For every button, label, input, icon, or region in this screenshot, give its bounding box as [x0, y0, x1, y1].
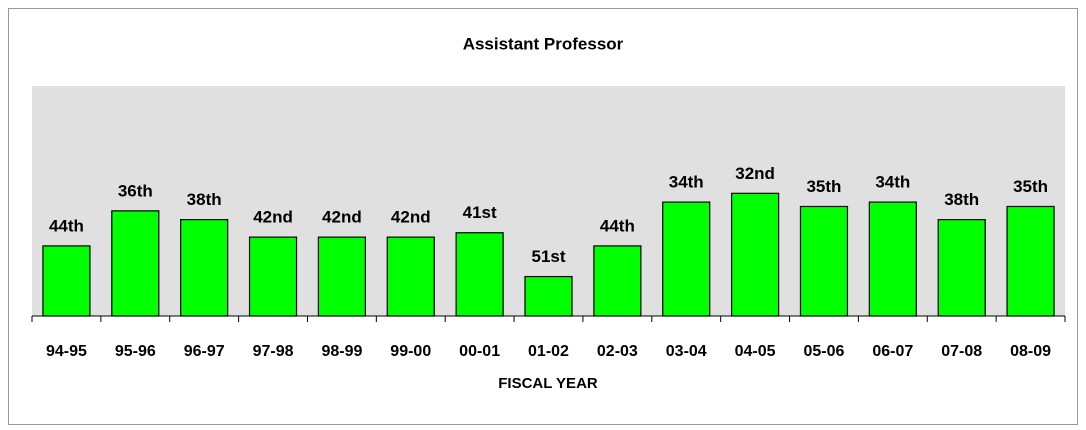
bar: [248, 236, 298, 317]
bar: [937, 219, 986, 317]
x-tick-label: 98-99: [321, 343, 362, 360]
x-axis-title: FISCAL YEAR: [498, 375, 598, 392]
x-tick-label: 02-03: [597, 343, 638, 360]
bar: [593, 245, 642, 317]
x-tick-label: 95-96: [115, 343, 156, 360]
bar: [1006, 205, 1055, 317]
data-label: 38th: [187, 190, 222, 209]
bar: [662, 201, 711, 317]
x-tick-label: 06-07: [872, 343, 913, 360]
data-label: 34th: [669, 173, 704, 192]
data-label: 41st: [463, 203, 497, 222]
data-label: 51st: [531, 247, 565, 266]
x-tick-label: 05-06: [804, 343, 845, 360]
x-tick-label: 04-05: [735, 343, 776, 360]
x-tick-label: 01-02: [528, 343, 569, 360]
bar: [730, 192, 780, 317]
data-label: 42nd: [253, 208, 293, 227]
data-label: 32nd: [735, 164, 775, 183]
bar: [317, 236, 366, 317]
x-tick-label: 08-09: [1010, 343, 1051, 360]
data-label: 42nd: [322, 208, 362, 227]
data-label: 38th: [944, 190, 979, 209]
data-label: 34th: [875, 173, 910, 192]
chart-title: Assistant Professor: [463, 34, 624, 53]
x-tick-label: 03-04: [666, 343, 707, 360]
bar: [42, 245, 91, 317]
x-tick-label: 99-00: [390, 343, 431, 360]
bar: [868, 201, 917, 317]
x-tick-label: 94-95: [46, 343, 87, 360]
data-label: 36th: [118, 181, 153, 200]
bar: [455, 232, 504, 317]
bar: [524, 275, 573, 317]
data-label: 42nd: [391, 208, 431, 227]
bar: [180, 219, 229, 317]
x-tick-label: 07-08: [941, 343, 982, 360]
bar: [111, 210, 160, 317]
x-tick-label: 97-98: [253, 343, 294, 360]
x-tick-label: 00-01: [459, 343, 500, 360]
bar: [799, 205, 849, 317]
data-label: 44th: [49, 216, 84, 235]
bar: [386, 236, 435, 317]
data-label: 35th: [1013, 177, 1048, 196]
x-tick-label: 96-97: [184, 343, 225, 360]
data-label: 44th: [600, 216, 635, 235]
data-label: 35th: [806, 177, 841, 196]
